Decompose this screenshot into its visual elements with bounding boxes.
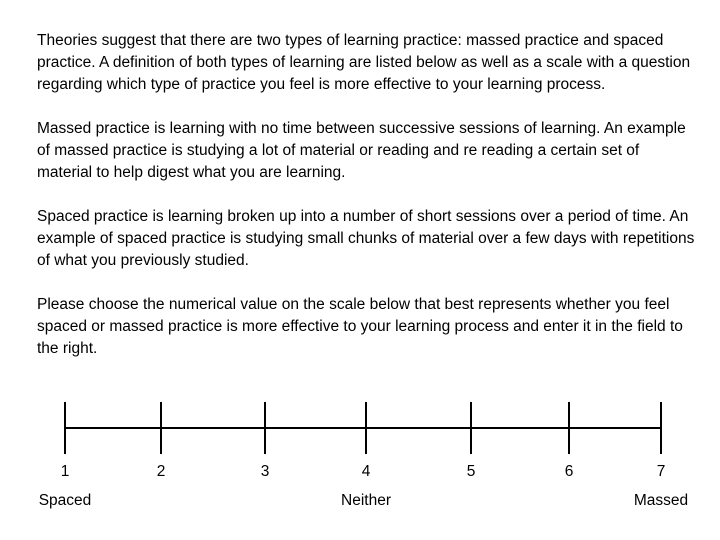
scale-line	[64, 402, 662, 454]
scale-label-4: 4	[361, 463, 371, 480]
scale-label-3: 3	[260, 463, 270, 480]
scale-label-2: 2	[156, 463, 166, 480]
scale-label-6: 6	[564, 463, 574, 480]
anchor-label-massed: Massed	[633, 492, 689, 509]
anchor-label-neither: Neither	[341, 492, 391, 509]
scale-label-5: 5	[466, 463, 476, 480]
intro-paragraph: Theories suggest that there are two type…	[37, 32, 691, 93]
rating-scale: 1 2 3 4 5 6 7 Spaced Neither Massed	[0, 396, 720, 526]
spaced-definition-paragraph: Spaced practice is learning broken up in…	[37, 208, 695, 269]
scale-label-7: 7	[656, 463, 666, 480]
question-paragraph: Please choose the numerical value on the…	[37, 296, 683, 357]
anchor-label-spaced: Spaced	[38, 492, 92, 509]
scale-label-1: 1	[60, 463, 70, 480]
massed-definition-paragraph: Massed practice is learning with no time…	[37, 120, 686, 181]
instructions: Theories suggest that there are two type…	[37, 30, 697, 382]
